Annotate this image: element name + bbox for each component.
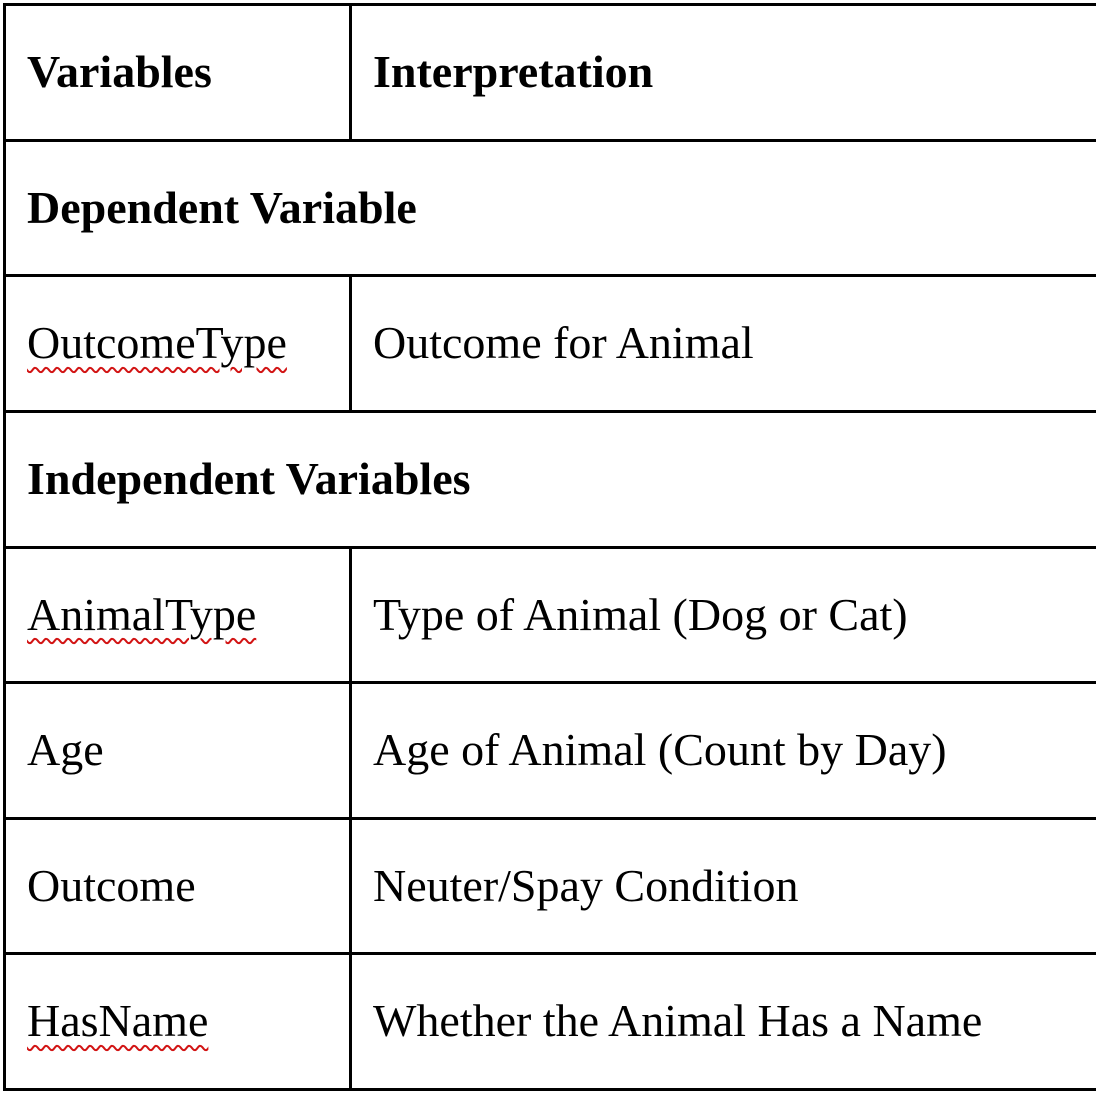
variable-name: Outcome: [27, 859, 196, 911]
variable-name: HasName: [27, 995, 209, 1047]
interpretation-cell: Age of Animal (Count by Day): [349, 681, 1096, 820]
table-row: OutcomeType Outcome for Animal: [3, 274, 1096, 413]
table-row: AnimalType Type of Animal (Dog or Cat): [3, 545, 1096, 685]
variables-table-container: Variables Interpretation Dependent Varia…: [3, 3, 1096, 1091]
interpretation-cell: Whether the Animal Has a Name: [349, 952, 1096, 1091]
interpretation-cell: Neuter/Spay Condition: [349, 816, 1096, 956]
table-row: Outcome Neuter/Spay Condition: [3, 816, 1096, 956]
header-interpretation: Interpretation: [349, 3, 1096, 142]
section-title-independent: Independent Variables: [3, 409, 1096, 549]
section-row-dependent: Dependent Variable: [3, 138, 1096, 278]
variables-table: Variables Interpretation Dependent Varia…: [3, 3, 1096, 1091]
table-row: HasName Whether the Animal Has a Name: [3, 952, 1096, 1091]
table-row: Age Age of Animal (Count by Day): [3, 681, 1096, 820]
variable-cell: Age: [3, 681, 352, 820]
table-header-row: Variables Interpretation: [3, 3, 1096, 142]
variable-cell: Outcome: [3, 816, 352, 956]
variable-cell: AnimalType: [3, 545, 352, 685]
interpretation-cell: Outcome for Animal: [349, 274, 1096, 413]
section-row-independent: Independent Variables: [3, 409, 1096, 549]
interpretation-cell: Type of Animal (Dog or Cat): [349, 545, 1096, 685]
variable-cell: HasName: [3, 952, 352, 1091]
variable-name: AnimalType: [27, 588, 257, 640]
variable-name: OutcomeType: [27, 317, 287, 369]
variable-name: Age: [27, 724, 104, 776]
variable-cell: OutcomeType: [3, 274, 352, 413]
header-variables: Variables: [3, 3, 352, 142]
section-title-dependent: Dependent Variable: [3, 138, 1096, 278]
